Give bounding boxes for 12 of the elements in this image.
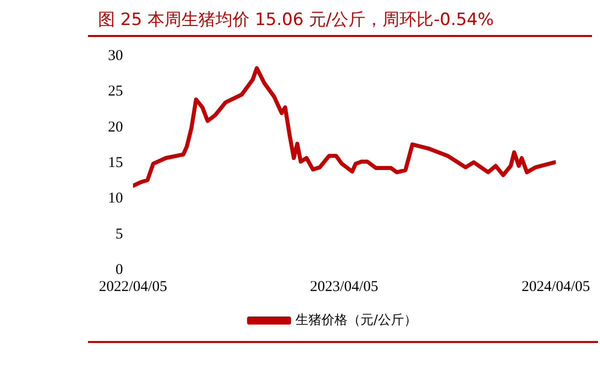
y-tick-label: 5 [116, 226, 123, 242]
x-tick-label: 2023/04/05 [310, 278, 378, 295]
x-tick-label: 2024/04/05 [522, 278, 590, 295]
y-tick-label: 15 [108, 154, 123, 171]
y-tick-label: 10 [108, 190, 123, 207]
y-tick-label: 25 [108, 84, 123, 100]
y-tick-label: 30 [108, 48, 123, 64]
chart-title: 图 25 本周生猪均价 15.06 元/公斤，周环比-0.54% [88, 8, 592, 37]
x-tick-label: 2022/04/05 [98, 278, 168, 295]
y-tick-label: 20 [108, 119, 123, 136]
y-tick-label: 0 [116, 262, 123, 278]
legend-label: 生猪价格（元/公斤） [296, 312, 417, 328]
